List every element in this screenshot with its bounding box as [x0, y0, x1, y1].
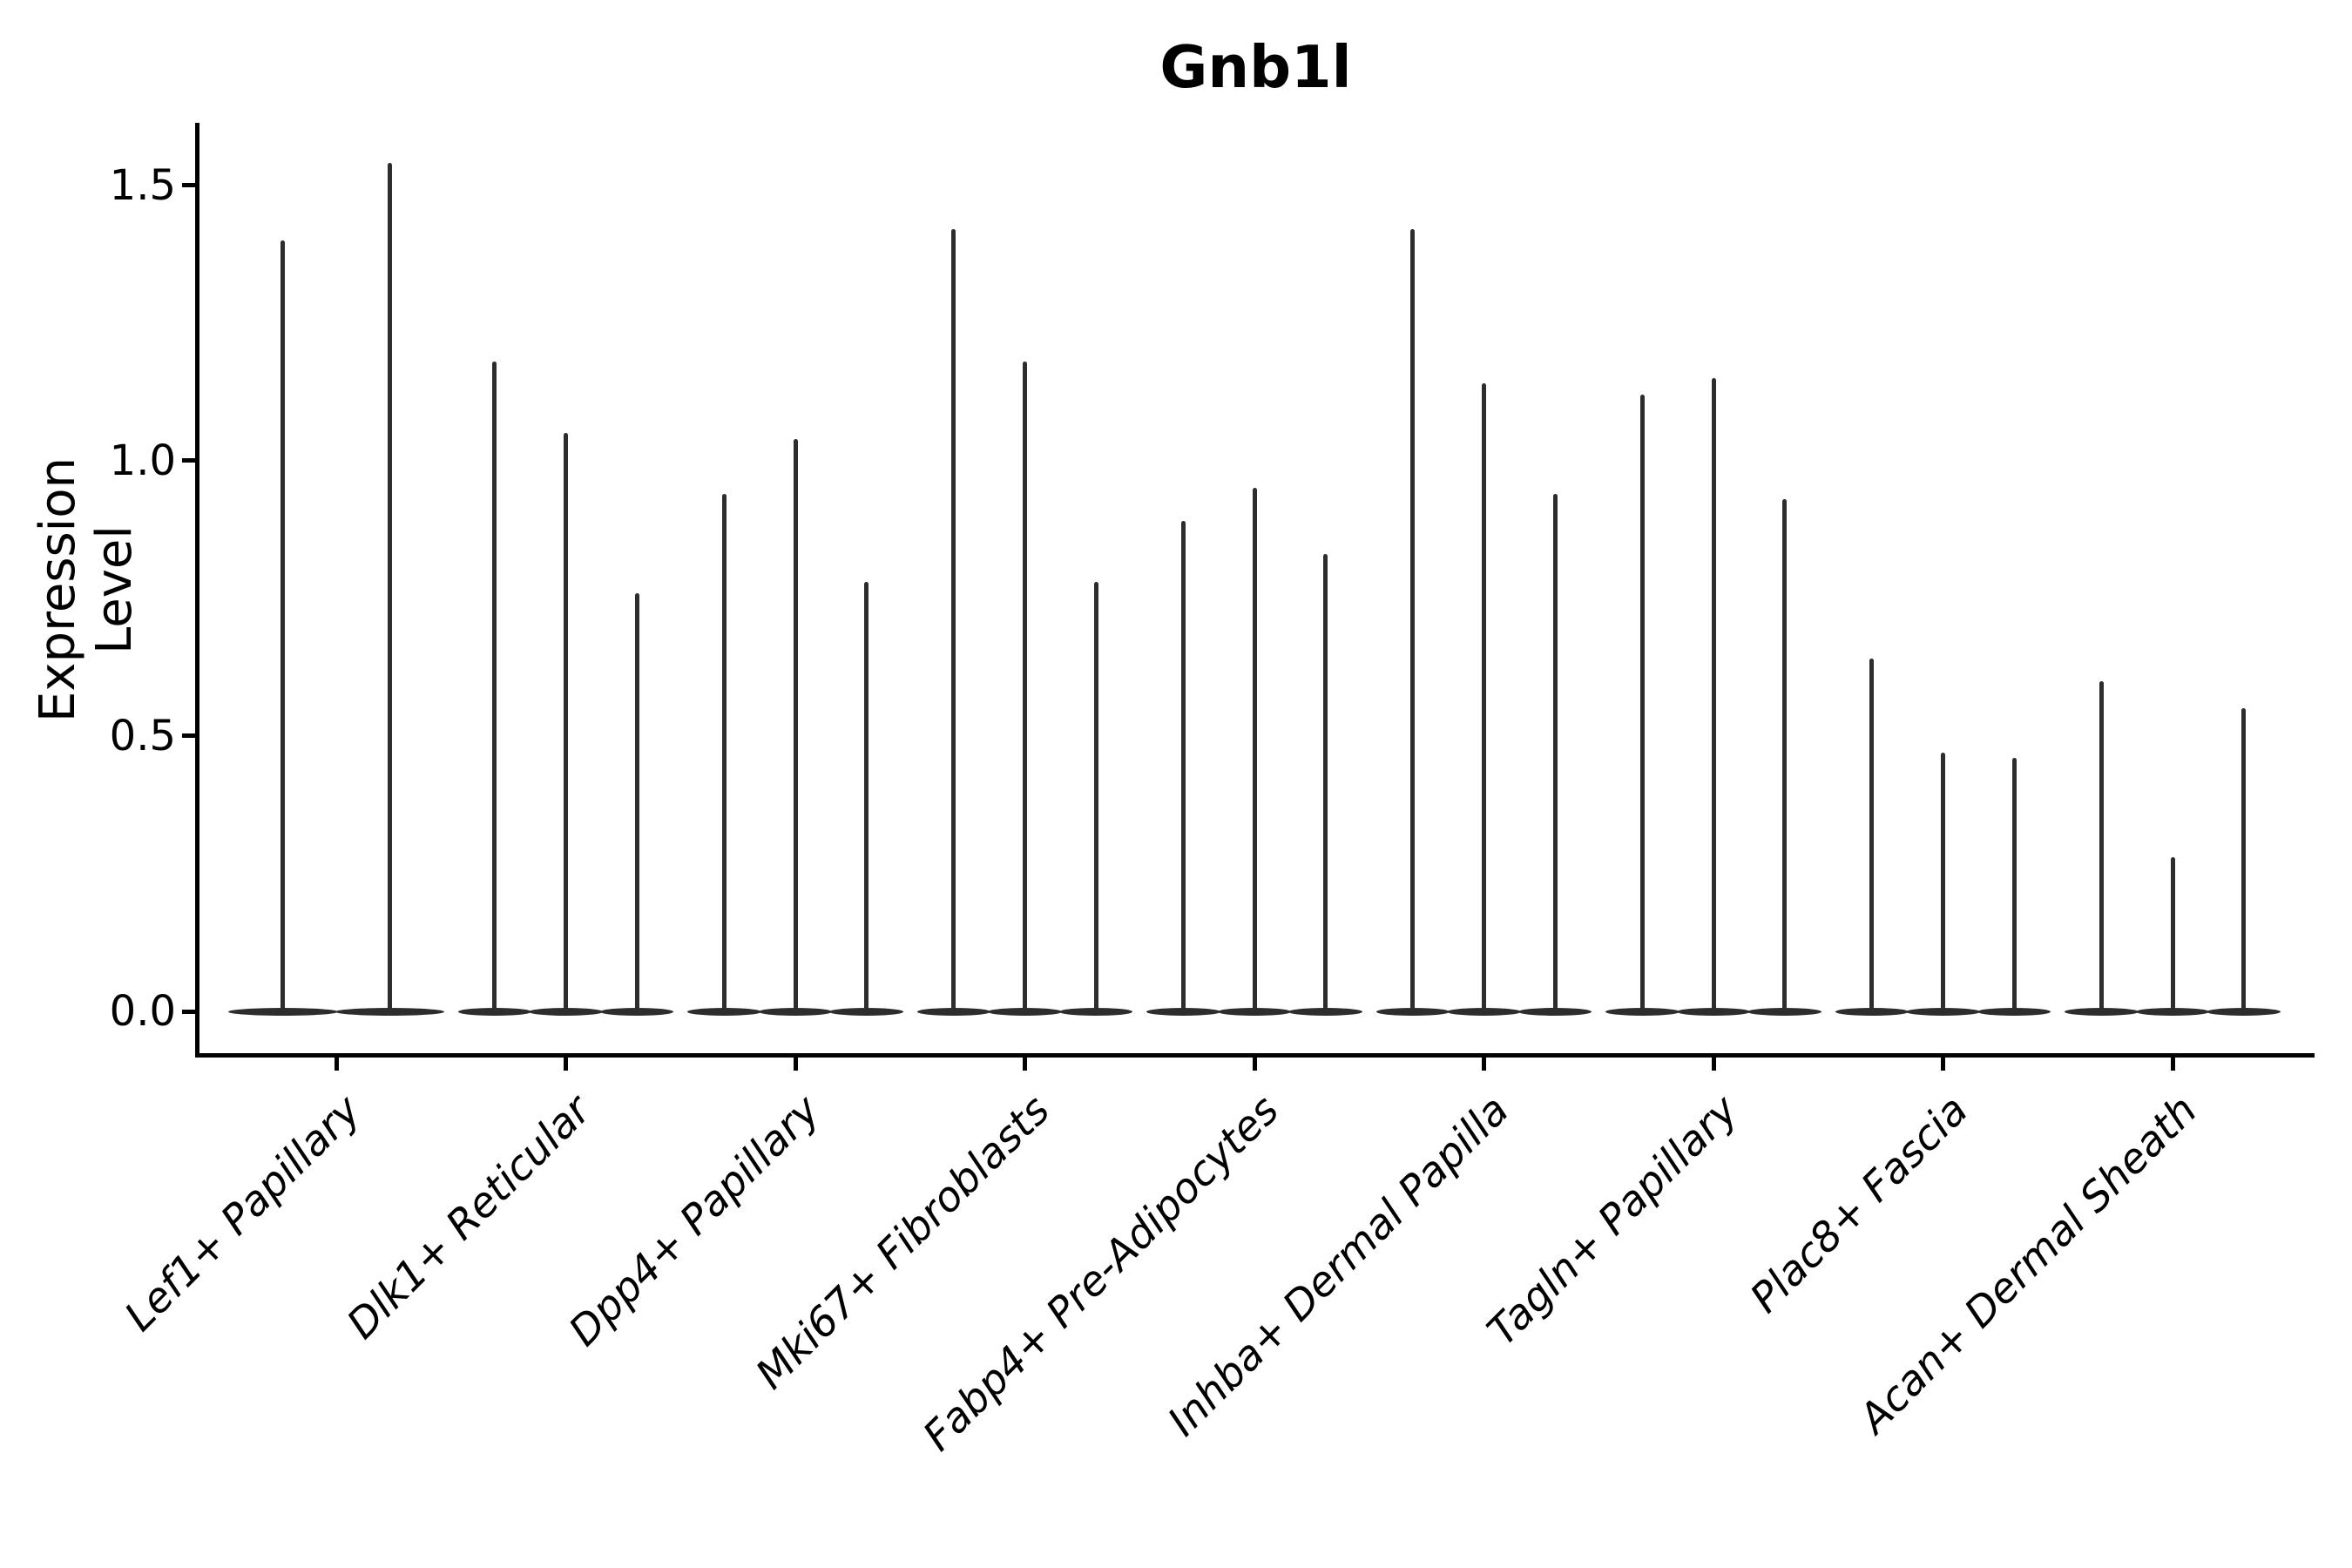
y-axis-line — [195, 123, 199, 1058]
violin-spike — [1941, 752, 1945, 1013]
violin-spike — [1093, 581, 1098, 1013]
violin-spike — [387, 163, 392, 1013]
violin-spike — [1482, 383, 1486, 1013]
violin-spike — [1869, 659, 1875, 1013]
x-tick-mark — [1252, 1058, 1257, 1071]
violin-spike — [721, 493, 727, 1013]
violin-spike — [2099, 680, 2104, 1013]
violin-spike — [280, 240, 286, 1013]
x-tick-mark — [2170, 1058, 2175, 1071]
violin-spike — [793, 438, 798, 1013]
y-tick-mark — [182, 1009, 196, 1014]
violin-spike — [2170, 856, 2175, 1013]
x-tick-mark — [564, 1058, 568, 1071]
violin-spike — [864, 581, 869, 1013]
x-tick-mark — [793, 1058, 798, 1071]
violin-spike — [634, 592, 639, 1013]
x-tick-mark — [1941, 1058, 1945, 1071]
violin-spike — [1023, 362, 1027, 1013]
violin-spike — [1639, 394, 1645, 1013]
violin-spike — [1252, 488, 1257, 1013]
y-tick-label: 0.0 — [109, 987, 176, 1036]
violin-spike — [492, 362, 497, 1013]
x-tick-mark — [1711, 1058, 1716, 1071]
x-axis-line — [195, 1053, 2315, 1058]
y-tick-mark — [182, 183, 196, 188]
violin-spike — [1323, 554, 1328, 1013]
x-tick-mark — [334, 1058, 339, 1071]
y-tick-label: 0.5 — [109, 711, 176, 760]
violin-spike — [2011, 758, 2017, 1013]
violin-spike — [951, 229, 956, 1013]
violin-spike — [1552, 493, 1558, 1013]
violin-spike — [2241, 708, 2247, 1013]
violin-spike — [564, 433, 568, 1013]
x-tick-label-text: Lef1+ Papillary — [115, 1086, 370, 1342]
y-tick-label: 1.5 — [109, 160, 176, 210]
violin-spike — [1782, 499, 1788, 1013]
y-tick-mark — [182, 458, 196, 463]
violin-spike — [1410, 229, 1416, 1013]
y-tick-mark — [182, 733, 196, 739]
violin-spike — [1180, 521, 1186, 1013]
y-tick-label: 1.0 — [109, 436, 176, 485]
x-tick-label: Acan+ Dermal Sheath — [1850, 1086, 2352, 1443]
chart-title: Gnb1l — [1159, 33, 1352, 101]
violin-spike — [1711, 377, 1716, 1013]
x-tick-mark — [1023, 1058, 1027, 1071]
x-tick-mark — [1482, 1058, 1486, 1071]
